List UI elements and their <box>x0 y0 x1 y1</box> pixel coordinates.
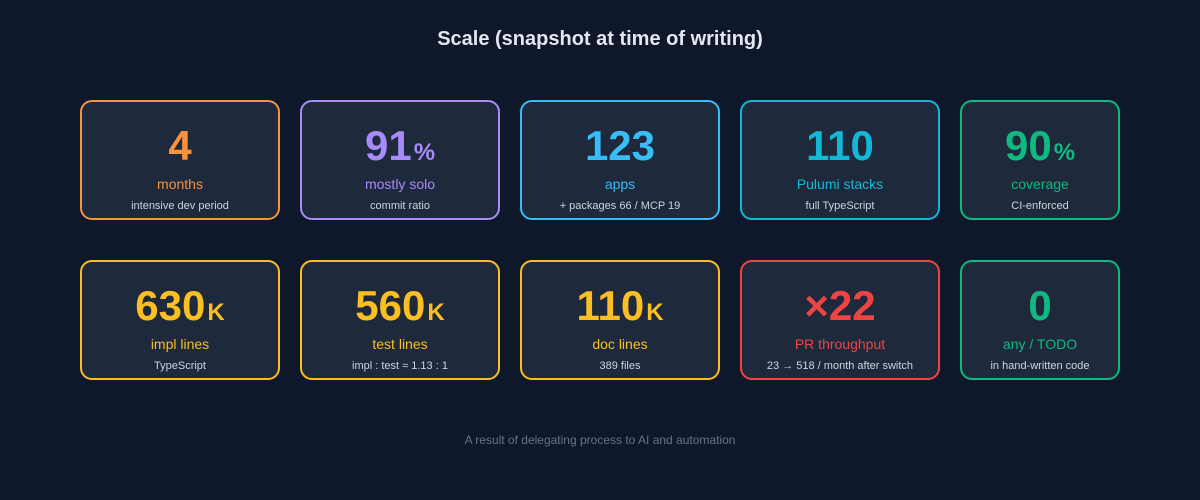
stat-label: apps <box>604 176 636 192</box>
stat-card: 110K doc lines 389 files <box>520 260 720 380</box>
stat-value: 91% <box>302 122 498 170</box>
stat-number: 560 <box>355 282 426 329</box>
stat-value: 123 <box>522 122 718 170</box>
stat-unit: % <box>1053 139 1076 166</box>
stat-sub: CI-enforced <box>1011 200 1069 212</box>
stat-sub: 389 files <box>599 360 641 372</box>
stat-label: coverage <box>1011 176 1069 192</box>
title: Scale (snapshot at time of writing) <box>437 28 763 50</box>
stat-sub: TypeScript <box>154 360 206 372</box>
stat-number: 110 <box>576 282 645 329</box>
stat-card: 90% coverage CI-enforced <box>960 100 1120 220</box>
stat-card: 123 apps + packages 66 / MCP 19 <box>520 100 720 220</box>
stat-card: 630K impl lines TypeScript <box>80 260 280 380</box>
stat-sub: full TypeScript <box>805 200 875 212</box>
stat-value: 0 <box>962 282 1118 330</box>
stat-label: months <box>157 176 203 192</box>
stat-label: doc lines <box>592 336 648 352</box>
stat-value: 4 <box>82 122 278 170</box>
stat-value: 90% <box>962 122 1118 170</box>
stat-value: 110 <box>742 122 938 170</box>
stat-unit: % <box>413 139 436 166</box>
stat-label: impl lines <box>150 336 210 352</box>
stat-prefix: × <box>804 282 829 329</box>
footer: A result of delegating process to AI and… <box>464 433 736 447</box>
stat-card: 560K test lines impl : test ≈ 1.13 : 1 <box>300 260 500 380</box>
stat-value: 630K <box>82 282 278 330</box>
stat-value: 110K <box>522 282 718 330</box>
stat-number: 123 <box>584 122 656 169</box>
stat-card: 110 Pulumi stacks full TypeScript <box>740 100 940 220</box>
stat-unit: K <box>427 299 445 326</box>
stat-sub: in hand-written code <box>990 360 1090 372</box>
stat-label: any / TODO <box>1002 336 1078 352</box>
stat-sub: commit ratio <box>370 200 430 212</box>
stat-value: 560K <box>302 282 498 330</box>
stat-number: 22 <box>828 282 876 329</box>
card-row: 630K impl lines TypeScript 560K test lines im… <box>80 260 1120 380</box>
stat-number: 0 <box>1028 282 1052 329</box>
stat-value: ×22 <box>742 282 938 330</box>
stat-unit: K <box>207 299 225 326</box>
card-row: 4 months intensive dev period 91% mostly sol… <box>80 100 1120 220</box>
stat-card: ×22 PR throughput 23 → 518 / month after s… <box>740 260 940 380</box>
stat-sub: impl : test ≈ 1.13 : 1 <box>352 360 448 372</box>
stat-label: test lines <box>372 336 428 352</box>
stat-number: 4 <box>168 122 192 169</box>
stat-label: PR throughput <box>794 336 886 352</box>
stat-sub: 23 → 518 / month after switch <box>766 360 914 372</box>
stat-unit: K <box>646 299 664 326</box>
stat-number: 110 <box>806 122 874 169</box>
stat-number: 630 <box>135 282 206 329</box>
stat-label: Pulumi stacks <box>796 176 884 192</box>
stat-number: 91 <box>364 122 412 169</box>
stat-sub: + packages 66 / MCP 19 <box>559 200 681 212</box>
stat-card: 0 any / TODO in hand-written code <box>960 260 1120 380</box>
stat-card: 91% mostly solo commit ratio <box>300 100 500 220</box>
stat-sub: intensive dev period <box>131 200 229 212</box>
stat-number: 90 <box>1004 122 1052 169</box>
stat-label: mostly solo <box>364 176 436 192</box>
stat-card: 4 months intensive dev period <box>80 100 280 220</box>
